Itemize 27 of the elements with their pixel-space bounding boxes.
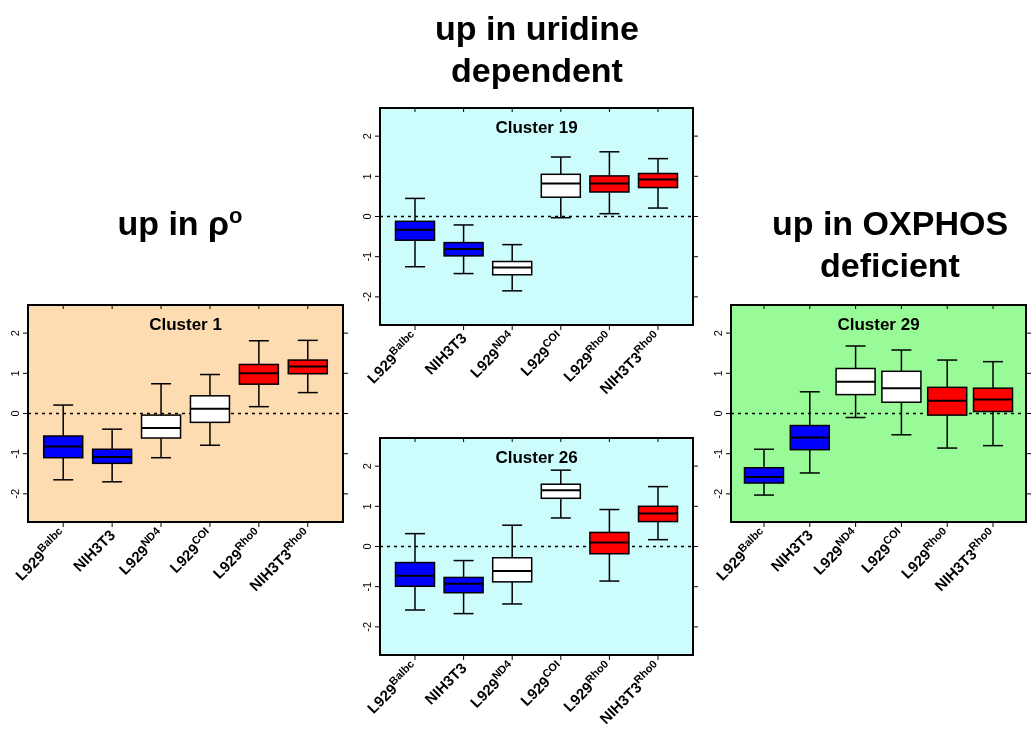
y-tick-label: 0 bbox=[361, 543, 373, 550]
y-tick-label: 0 bbox=[712, 410, 724, 417]
y-tick-label: -1 bbox=[712, 448, 724, 459]
y-tick-label: -1 bbox=[361, 251, 373, 262]
y-tick-label: -2 bbox=[361, 291, 373, 302]
y-tick-label: 1 bbox=[361, 173, 373, 180]
y-tick-label: 2 bbox=[361, 133, 373, 140]
text: Cluster 26 bbox=[495, 448, 578, 467]
y-tick-label: 2 bbox=[9, 330, 21, 337]
text: Cluster 1 bbox=[149, 315, 222, 334]
y-tick-label: 0 bbox=[9, 410, 21, 417]
text: up in OXPHOS deficient bbox=[771, 204, 1009, 284]
text: Cluster 19 bbox=[495, 118, 578, 137]
y-tick-label: 2 bbox=[361, 463, 373, 470]
y-tick-label: -2 bbox=[9, 488, 21, 499]
y-tick-label: -2 bbox=[712, 488, 724, 499]
y-tick-label: 0 bbox=[361, 213, 373, 220]
y-tick-label: -1 bbox=[9, 448, 21, 459]
text: Cluster 29 bbox=[837, 315, 920, 334]
y-tick-label: 1 bbox=[361, 503, 373, 510]
y-tick-label: -1 bbox=[361, 581, 373, 592]
y-tick-label: 1 bbox=[9, 370, 21, 377]
y-tick-label: 1 bbox=[712, 370, 724, 377]
text: up in ρ$^{o}$ bbox=[117, 202, 243, 242]
y-tick-label: -2 bbox=[361, 621, 373, 632]
y-tick-label: 2 bbox=[712, 330, 724, 337]
text: up in uridine dependent bbox=[435, 9, 639, 89]
